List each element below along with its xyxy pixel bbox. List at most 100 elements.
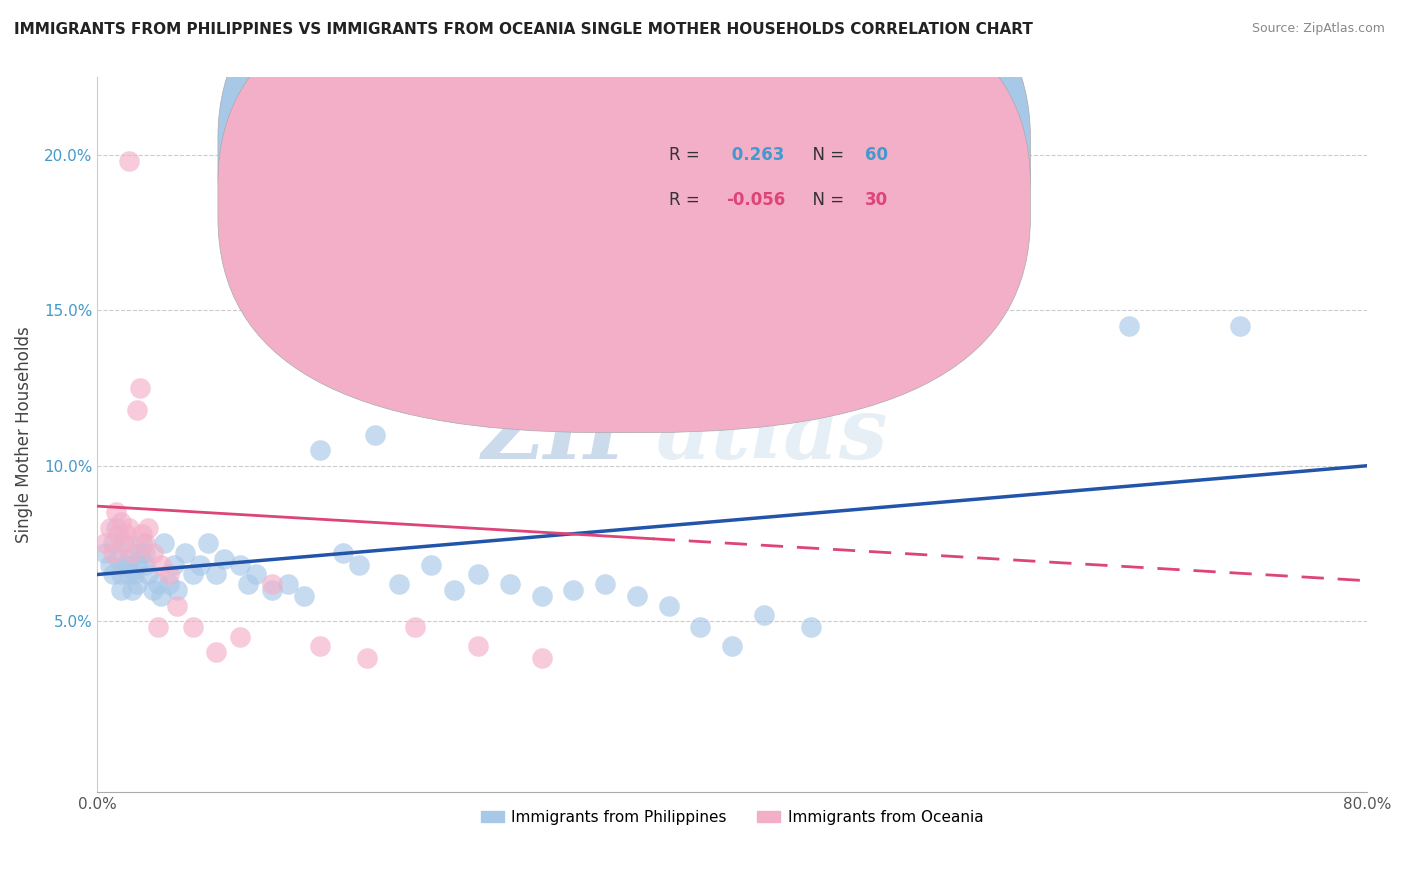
Point	[131, 536, 153, 550]
Point	[110, 515, 132, 529]
Point	[146, 577, 169, 591]
Point	[122, 567, 145, 582]
Point	[121, 582, 143, 597]
Point	[260, 582, 283, 597]
Point	[530, 651, 553, 665]
Point	[443, 582, 465, 597]
Point	[205, 645, 228, 659]
Point	[245, 567, 267, 582]
Point	[157, 577, 180, 591]
Text: 30: 30	[865, 192, 889, 210]
Point	[136, 567, 159, 582]
Point	[118, 552, 141, 566]
Point	[658, 599, 681, 613]
Point	[103, 536, 125, 550]
Point	[467, 639, 489, 653]
Point	[125, 577, 148, 591]
Text: atlas: atlas	[657, 393, 889, 476]
Point	[118, 567, 141, 582]
Point	[181, 567, 204, 582]
Point	[1118, 318, 1140, 333]
Point	[181, 620, 204, 634]
Text: -0.056: -0.056	[725, 192, 785, 210]
Point	[112, 536, 135, 550]
Point	[467, 567, 489, 582]
Point	[689, 620, 711, 634]
Point	[105, 521, 128, 535]
Point	[626, 589, 648, 603]
Point	[173, 546, 195, 560]
Point	[94, 536, 117, 550]
Point	[499, 577, 522, 591]
Point	[356, 651, 378, 665]
Point	[260, 577, 283, 591]
Point	[121, 546, 143, 560]
Point	[332, 546, 354, 560]
Point	[110, 582, 132, 597]
Point	[118, 154, 141, 169]
Point	[149, 558, 172, 573]
Point	[107, 527, 129, 541]
Point	[142, 582, 165, 597]
Point	[112, 536, 135, 550]
Point	[347, 558, 370, 573]
Point	[205, 567, 228, 582]
Point	[752, 607, 775, 622]
Point	[103, 546, 125, 560]
Text: 0.263: 0.263	[725, 146, 785, 164]
Point	[404, 620, 426, 634]
Point	[236, 577, 259, 591]
Point	[162, 558, 184, 573]
Point	[134, 558, 156, 573]
Text: N =: N =	[801, 146, 849, 164]
Point	[308, 639, 330, 653]
Text: R =: R =	[669, 146, 704, 164]
Point	[153, 536, 176, 550]
Point	[214, 552, 236, 566]
Point	[107, 552, 129, 566]
Point	[419, 558, 441, 573]
Point	[308, 443, 330, 458]
Point	[134, 546, 156, 560]
Point	[118, 521, 141, 535]
Point	[229, 630, 252, 644]
Y-axis label: Single Mother Households: Single Mother Households	[15, 326, 32, 543]
Point	[134, 536, 156, 550]
Point	[190, 558, 212, 573]
Point	[115, 558, 138, 573]
Point	[146, 620, 169, 634]
FancyBboxPatch shape	[567, 113, 910, 227]
Point	[800, 620, 823, 634]
Point	[129, 381, 152, 395]
FancyBboxPatch shape	[218, 0, 1031, 433]
Point	[562, 582, 585, 597]
Point	[125, 558, 148, 573]
Point	[105, 505, 128, 519]
Text: Source: ZipAtlas.com: Source: ZipAtlas.com	[1251, 22, 1385, 36]
Legend: Immigrants from Philippines, Immigrants from Oceania: Immigrants from Philippines, Immigrants …	[471, 801, 993, 834]
Text: N =: N =	[801, 192, 849, 210]
Text: 60: 60	[865, 146, 889, 164]
Point	[157, 567, 180, 582]
Point	[593, 577, 616, 591]
Point	[131, 527, 153, 541]
Point	[530, 589, 553, 603]
Point	[142, 546, 165, 560]
Point	[388, 577, 411, 591]
Text: ZIP: ZIP	[482, 393, 650, 476]
Point	[136, 521, 159, 535]
Point	[277, 577, 299, 591]
Text: IMMIGRANTS FROM PHILIPPINES VS IMMIGRANTS FROM OCEANIA SINGLE MOTHER HOUSEHOLDS : IMMIGRANTS FROM PHILIPPINES VS IMMIGRANT…	[14, 22, 1033, 37]
Point	[1229, 318, 1251, 333]
Text: R =: R =	[669, 192, 704, 210]
FancyBboxPatch shape	[218, 0, 1031, 387]
Point	[166, 582, 188, 597]
Point	[98, 558, 121, 573]
Point	[149, 589, 172, 603]
Point	[197, 536, 219, 550]
Point	[110, 567, 132, 582]
Point	[94, 546, 117, 560]
Point	[229, 558, 252, 573]
Point	[115, 527, 138, 541]
Point	[721, 639, 744, 653]
